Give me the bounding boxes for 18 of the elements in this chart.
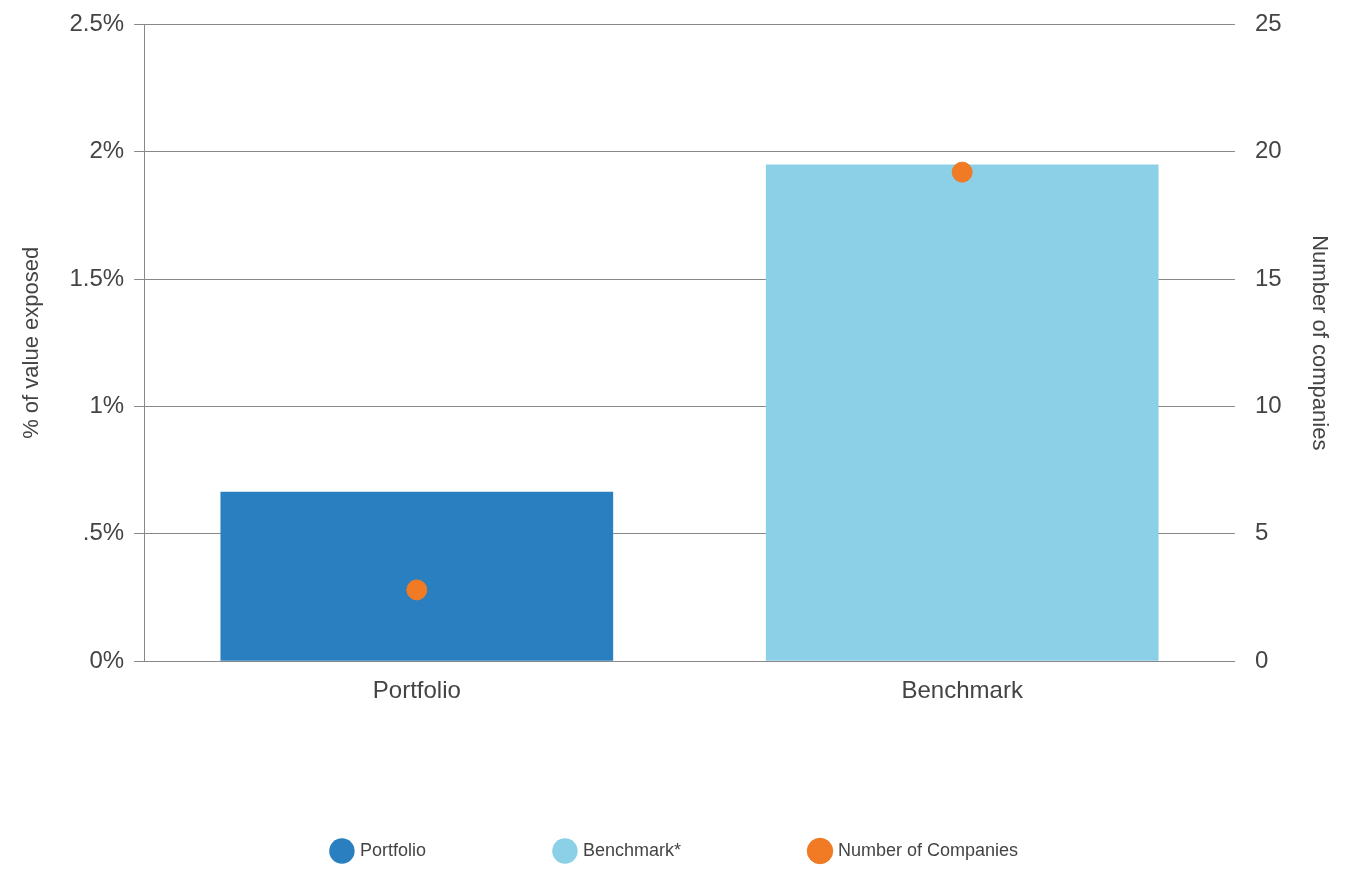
y-tick-label: 0% [89,645,125,673]
legend-label: Number of Companies [838,839,1019,860]
y2-tick-label: 15 [1254,263,1282,291]
y-tick-label: 2% [89,136,125,164]
y-tick-label: 1.5% [69,263,125,291]
legend-label: Portfolio [359,839,426,860]
y2-tick-label: 0 [1254,645,1269,673]
y2-tick-label: 25 [1254,9,1282,37]
y2-tick-label: 5 [1254,518,1269,546]
y2-tick-label: 20 [1254,136,1282,164]
y-tick-label: .5% [82,518,125,546]
x-tick-label: Benchmark [901,676,1024,704]
y-tick-label: 1% [89,391,125,419]
y2-axis-title: Number of companies [1307,235,1333,451]
y-axis-title: % of value exposed [18,246,44,439]
legend-label: Benchmark* [582,839,681,860]
y2-tick-label: 10 [1254,391,1282,419]
y-tick-label: 2.5% [69,9,125,37]
